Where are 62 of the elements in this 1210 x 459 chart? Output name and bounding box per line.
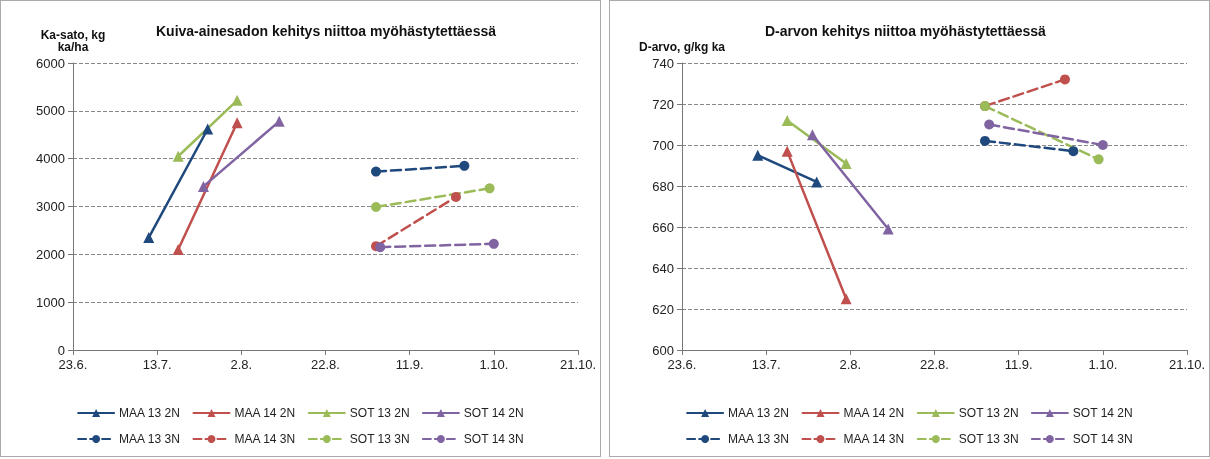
legend-label: SOT 13 2N (349, 406, 410, 420)
y-tick-label: 0 (57, 342, 65, 358)
legend-label: MAA 13 2N (728, 406, 789, 420)
y-tick-label: 1000 (36, 294, 65, 310)
legend-label: SOT 14 3N (1072, 432, 1133, 446)
legend-label: MAA 13 3N (728, 432, 789, 446)
point (488, 238, 499, 249)
point (1059, 74, 1070, 85)
x-tick-label: 23.6. (58, 357, 88, 372)
legend-label: SOT 14 2N (463, 406, 524, 420)
x-tick-label: 22.8. (311, 357, 340, 372)
y-tick-label: 2000 (36, 246, 65, 262)
point (375, 242, 386, 253)
x-tick-label: 1.10. (479, 357, 509, 372)
y-tick-label: 3000 (36, 199, 65, 214)
x-tick-label: 11.9. (395, 357, 424, 372)
y-tick-label: 700 (652, 137, 674, 153)
x-tick-label: 1.10. (1088, 357, 1118, 372)
legend-label: MAA 14 2N (843, 406, 905, 420)
point (1097, 140, 1108, 150)
x-tick-label: 2.8. (230, 357, 253, 372)
x-tick-label: 21.10. (1168, 357, 1206, 372)
legend-label: SOT 14 2N (1072, 406, 1133, 420)
x-tick-label: 2.8. (839, 357, 862, 372)
x-tick-label: 23.6. (667, 357, 697, 372)
y-tick-label: 600 (652, 342, 674, 358)
x-tick-label: 22.8. (920, 357, 949, 372)
legend-label: MAA 14 3N (843, 432, 905, 446)
point (1068, 146, 1079, 157)
y-tick-label: 5000 (36, 103, 65, 119)
y-axis-title: D-arvo, g/kg ka (638, 40, 726, 54)
legend-label: SOT 13 3N (349, 432, 410, 446)
legend-label: SOT 13 3N (958, 432, 1019, 446)
y-tick-label: 740 (652, 55, 674, 71)
x-tick-label: 13.7. (142, 357, 172, 372)
point (371, 166, 381, 177)
chart-title: Kuiva-ainesadon kehitys niittoa myöhästytettäessä (156, 23, 497, 39)
point (371, 201, 381, 212)
y-tick-label: 620 (652, 301, 674, 317)
point (450, 191, 461, 202)
point (459, 160, 470, 171)
y-tick-label: 660 (652, 219, 674, 235)
point (980, 135, 990, 146)
x-tick-label: 11.9. (1004, 357, 1033, 372)
legend-label: SOT 13 2N (958, 406, 1019, 420)
point (984, 119, 995, 130)
legend-label: MAA 13 2N (119, 406, 180, 420)
y-tick-label: 680 (652, 178, 674, 194)
legend-label: MAA 14 3N (234, 432, 296, 446)
y-tick-label: 4000 (36, 151, 65, 167)
y-tick-label: 640 (652, 260, 674, 276)
legend-label: MAA 14 2N (234, 406, 296, 420)
x-tick-label: 21.10. (559, 357, 597, 372)
y-tick-label: 6000 (36, 55, 65, 71)
chart-title: D-arvon kehitys niittoa myöhästytettäessä (765, 23, 1047, 39)
legend-label: MAA 13 3N (119, 432, 180, 446)
y-axis-title: Ka-sato, kg ka/ha (40, 28, 106, 54)
y-tick-label: 720 (652, 96, 674, 112)
point (1093, 154, 1104, 165)
legend-label: SOT 14 3N (463, 432, 524, 446)
x-tick-label: 13.7. (751, 357, 781, 372)
point (484, 183, 495, 194)
